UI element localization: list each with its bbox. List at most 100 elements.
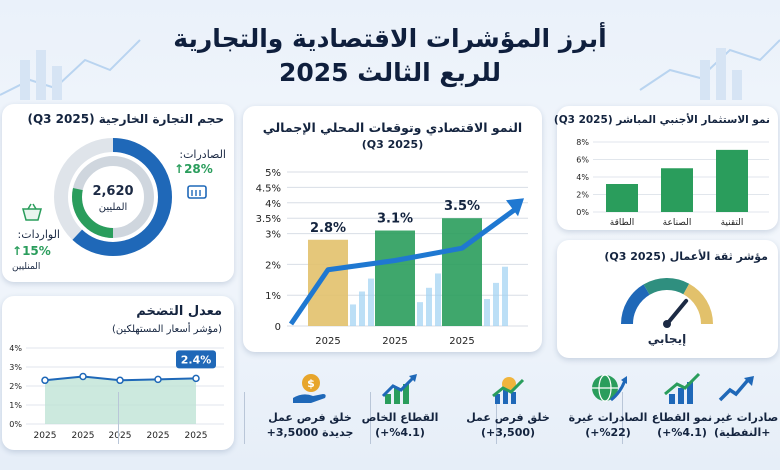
fdi-chart: 0% 2% 4% 6% 8% الطاقة الصناعة التقنية [576, 138, 769, 228]
bottom-item-private-sector: القطاع الخاص (%4.1+) [345, 372, 455, 462]
gdp-decor-bar [417, 302, 423, 326]
inflation-point [154, 375, 162, 384]
divider [370, 392, 371, 444]
bottom-item-sector-growth: نمو القطاع (%4.1+) [638, 372, 726, 462]
divider [496, 392, 497, 444]
y-tick-label: 4% [576, 173, 589, 182]
y-tick-label: 4% [9, 344, 22, 353]
inflation-point [41, 376, 49, 385]
bottom-item-private-jobs: $ خلق فرص عمل جديدة 3,5000+ [250, 372, 370, 462]
x-tick-label: الطاقة [610, 218, 635, 228]
y-tick-label: 2% [576, 191, 589, 200]
gdp-decor-bar [484, 299, 490, 326]
exports-label: الصادرات: [179, 148, 226, 161]
gauge-hub [663, 320, 671, 328]
growth-chart-icon [381, 374, 417, 404]
bottom-label: نمو القطاع [651, 411, 713, 424]
gdp-decor-bar [359, 291, 365, 326]
gdp-bar [442, 218, 482, 326]
bottom-value: جديدة 3,5000+ [266, 426, 354, 439]
gauge-segment [683, 283, 713, 325]
y-tick-label: 3% [265, 230, 281, 241]
bottom-label: صادرات غير [714, 411, 779, 424]
gauge-segment [621, 284, 650, 325]
gdp-card: النمو الاقتصادي وتوقعات المحلي الإجمالي … [243, 106, 542, 352]
svg-text:$: $ [307, 377, 315, 390]
bottom-label: خلق فرص عمل [466, 411, 550, 424]
y-tick-label: 2% [9, 382, 22, 391]
money-hand-icon: $ [293, 374, 326, 403]
y-tick-label: 6% [576, 156, 589, 165]
y-tick-label: 2% [265, 260, 281, 271]
gdp-chart: 0 1% 2% 3% 3.5% 4% 4.5% 5% 2.8% 2025 3.1% 2025 3.5% 2… [256, 168, 528, 347]
gdp-decor-bar [368, 278, 374, 326]
imports-change-value: 15% [22, 244, 51, 258]
bottom-value: +النفطية) [714, 426, 771, 439]
bottom-value: (%4.1+) [375, 426, 425, 439]
inflation-point [79, 372, 87, 381]
gdp-bar [308, 239, 348, 326]
x-tick-label: 2025 [315, 336, 340, 347]
gdp-decor-bar [502, 266, 508, 326]
inflation-point [192, 374, 200, 383]
confidence-title: مؤشر ثقة الأعمال (Q3 2025) [604, 250, 768, 263]
imports-label: الواردات: [17, 228, 60, 241]
bottom-item-nonoil-exports: صادرات غير +النفطية) [714, 372, 780, 462]
confidence-status: إيجابي [647, 332, 687, 346]
gdp-title: النمو الاقتصادي وتوقعات المحلي الإجمالي [262, 120, 523, 135]
inflation-callout: 2.4% [181, 353, 212, 366]
trade-total-unit: المليين [98, 202, 128, 213]
bottom-item-jobs: خلق فرص عمل (3,500+) [452, 372, 564, 462]
inflation-area [45, 376, 196, 424]
x-tick-label: 2025 [449, 336, 474, 347]
inflation-subtitle: (مؤشر أسعار المستهلكين) [111, 324, 222, 335]
gdp-bar [375, 230, 415, 326]
confidence-gauge [621, 278, 713, 328]
divider [622, 392, 623, 444]
trend-arrow-head [506, 198, 524, 217]
y-tick-label: 5% [265, 168, 281, 179]
inflation-callout-box [176, 350, 216, 369]
gdp-value-label: 2.8% [310, 221, 346, 236]
trend-arrow-line [288, 208, 516, 326]
y-tick-label: 8% [576, 138, 589, 147]
page-title: أبرز المؤشرات الاقتصادية والتجارية للربع… [173, 24, 607, 87]
bottom-label: خلق فرص عمل [268, 411, 352, 424]
fdi-bar [716, 149, 748, 212]
imports-unit: المنليين [12, 262, 41, 272]
gdp-subtitle: (Q3 2025) [361, 138, 424, 151]
x-tick-label: 2025 [382, 336, 407, 347]
y-tick-label: 3.5% [256, 214, 281, 225]
trade-title: حجم التجارة الخارجية (Q3 2025) [27, 112, 224, 126]
inflation-chart: 0% 1% 2% 3% 4% 2025 2025 2025 2025 2025 2.4% [9, 344, 224, 441]
imports-change: ↑15% [12, 244, 51, 258]
gdp-decor-bar [426, 287, 432, 326]
y-tick-label: 1% [265, 291, 281, 302]
confidence-card: مؤشر ثقة الأعمال (Q3 2025) إيجابي [557, 240, 778, 358]
up-arrow-icon: ↑ [12, 244, 23, 258]
bottom-label: الصادرات غيرة [568, 411, 648, 424]
inflation-title: معدل التضخم [136, 304, 222, 319]
fdi-bar [661, 168, 693, 212]
x-tick-label: 2025 [109, 431, 132, 441]
y-tick-label: 0% [576, 208, 589, 217]
gdp-decor-bar [435, 273, 441, 326]
gauge-segment [643, 278, 690, 295]
x-tick-label: 2025 [147, 431, 170, 441]
x-tick-label: التقنية [721, 218, 744, 228]
fdi-title: نمو الاستثمار الأجنبي المباشر (Q3 2025) [553, 114, 770, 126]
up-arrow-icon: ↑ [174, 162, 185, 176]
y-tick-label: 1% [9, 401, 22, 410]
y-tick-label: 0% [9, 420, 22, 429]
y-tick-label: 0 [275, 322, 281, 333]
trade-card: حجم التجارة الخارجية (Q3 2025) 2,620 الم… [2, 104, 234, 282]
basket-icon [22, 203, 42, 221]
divider [118, 392, 119, 444]
inflation-point [116, 376, 124, 385]
gdp-value-label: 3.5% [444, 199, 480, 214]
bar-growth-icon [664, 372, 701, 404]
bottom-value: (3,500+) [480, 426, 536, 439]
x-tick-label: 2025 [34, 431, 57, 441]
globe-icon [592, 374, 627, 402]
gdp-decor-bar [350, 304, 356, 326]
